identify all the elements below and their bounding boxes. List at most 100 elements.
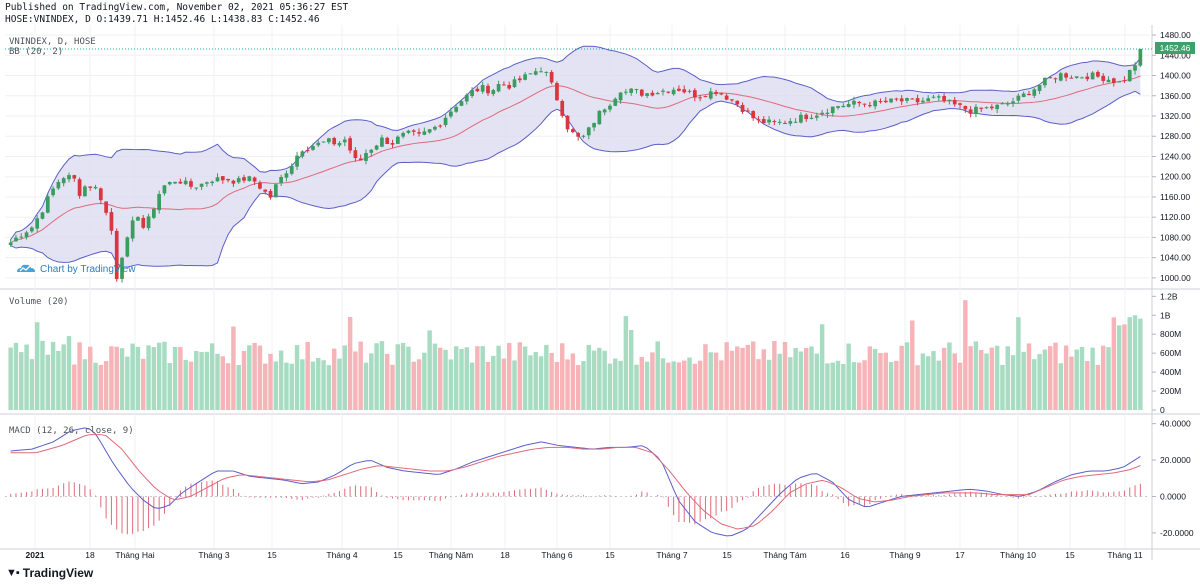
candle-body: [183, 180, 188, 185]
candle-body: [1032, 89, 1037, 96]
volume-bar: [692, 363, 698, 410]
volume-bar: [29, 359, 35, 410]
last-price-value: 1452.46: [1160, 43, 1191, 53]
candle-body: [576, 132, 581, 137]
macd-label: MACD (12, 26, close, 9): [9, 426, 134, 436]
candle-body: [88, 186, 93, 188]
candle-body: [40, 212, 45, 219]
volume-bar: [872, 348, 878, 410]
candle-body: [777, 121, 782, 123]
candle-body: [125, 237, 130, 257]
volume-bar: [1053, 342, 1058, 410]
candle-body: [1037, 85, 1042, 91]
volume-bar: [809, 346, 814, 410]
volume-bar: [857, 362, 862, 410]
candle-body: [162, 185, 167, 194]
price-tick-label: 1440.00: [1160, 50, 1191, 60]
volume-bar: [825, 363, 830, 410]
volume-bar: [501, 358, 507, 410]
volume-bar: [782, 341, 788, 410]
candle-body: [942, 95, 946, 101]
candle-body: [878, 101, 883, 103]
volume-bar: [384, 353, 390, 410]
volume-bar: [146, 345, 151, 410]
candle-body: [857, 101, 862, 104]
candle-body: [438, 125, 443, 127]
candle-body: [289, 166, 294, 174]
candle-body: [353, 150, 358, 159]
volume-bar: [400, 342, 406, 410]
candle-body: [746, 110, 750, 112]
macd-tick-label: 40.0000: [1160, 419, 1191, 429]
last-price-tag: 1452.46: [1155, 42, 1195, 54]
volume-bar: [719, 360, 724, 410]
volume-bar: [19, 352, 24, 410]
volume-bar: [300, 359, 305, 410]
volume-bar: [963, 300, 968, 410]
candle-body: [984, 107, 989, 109]
candle-body: [1080, 77, 1084, 79]
volume-bar: [560, 343, 565, 410]
footer-brand-name: TradingView: [22, 566, 94, 580]
footer-brand[interactable]: ▼▪ TradingView: [6, 566, 93, 580]
volume-bar: [1005, 346, 1010, 410]
candle-body: [1074, 76, 1079, 78]
candle-body: [608, 105, 612, 110]
volume-bar: [1000, 364, 1005, 410]
candle-body: [316, 142, 321, 146]
candle-body: [560, 101, 565, 116]
volume-bar: [220, 356, 226, 410]
candle-body: [496, 84, 501, 92]
candle-body: [1133, 65, 1137, 71]
volume-bar: [448, 359, 454, 410]
candle-body: [1011, 101, 1015, 104]
volume-bar: [581, 361, 586, 410]
candle-body: [1069, 77, 1074, 79]
volume-bar: [125, 356, 130, 410]
candle-body: [618, 92, 623, 101]
candle-body: [1053, 78, 1058, 80]
candle-body: [146, 216, 151, 229]
volume-bar: [883, 352, 888, 410]
grid: [0, 25, 1200, 560]
volume-bar: [342, 345, 348, 410]
candle-body: [151, 208, 156, 218]
volume-bar: [910, 320, 915, 410]
candle-body: [751, 111, 756, 119]
volume-bar: [374, 343, 379, 410]
volume-bar: [156, 342, 162, 410]
volume-bar: [803, 348, 809, 410]
candle-body: [687, 90, 692, 92]
volume-bars: [8, 300, 1143, 410]
volume-bar: [56, 350, 61, 410]
volume-bar: [819, 324, 825, 410]
candle-body: [401, 133, 405, 137]
candle-body: [804, 114, 809, 120]
candle-body: [380, 137, 384, 147]
candle-body: [167, 182, 172, 185]
volume-bar: [40, 340, 45, 410]
candle-body: [406, 130, 411, 133]
volume-bar: [835, 360, 841, 410]
candle-body: [45, 196, 50, 213]
candle-body: [719, 93, 724, 95]
volume-bar: [602, 350, 607, 410]
volume-bar: [390, 364, 395, 410]
candle-body: [215, 177, 220, 182]
volume-bar: [984, 353, 989, 410]
volume-bar: [209, 343, 215, 410]
volume-bar: [252, 342, 257, 410]
candle-body: [852, 100, 856, 105]
candle-body: [236, 178, 241, 183]
volume-bar: [894, 360, 899, 410]
volume-bar: [236, 365, 241, 410]
time-tick-label: Tháng 3: [198, 550, 229, 560]
volume-bar: [162, 341, 167, 410]
candle-body: [989, 106, 994, 109]
volume-bar: [899, 345, 904, 410]
volume-bar: [952, 353, 957, 410]
volume-bar: [1026, 343, 1032, 410]
volume-bar: [517, 342, 523, 410]
volume-bar: [1032, 359, 1037, 410]
